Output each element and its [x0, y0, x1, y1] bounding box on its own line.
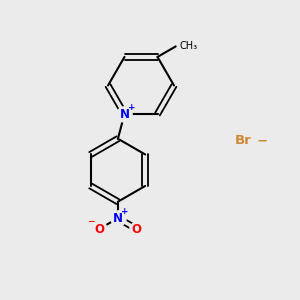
- Text: −: −: [257, 134, 268, 148]
- Text: N: N: [113, 212, 123, 225]
- Text: −: −: [87, 217, 94, 226]
- Text: CH₃: CH₃: [179, 41, 197, 51]
- Text: Br: Br: [235, 134, 251, 148]
- Text: +: +: [128, 103, 136, 112]
- Text: +: +: [121, 207, 128, 216]
- Text: N: N: [119, 108, 130, 121]
- Text: O: O: [94, 223, 104, 236]
- Text: O: O: [132, 223, 142, 236]
